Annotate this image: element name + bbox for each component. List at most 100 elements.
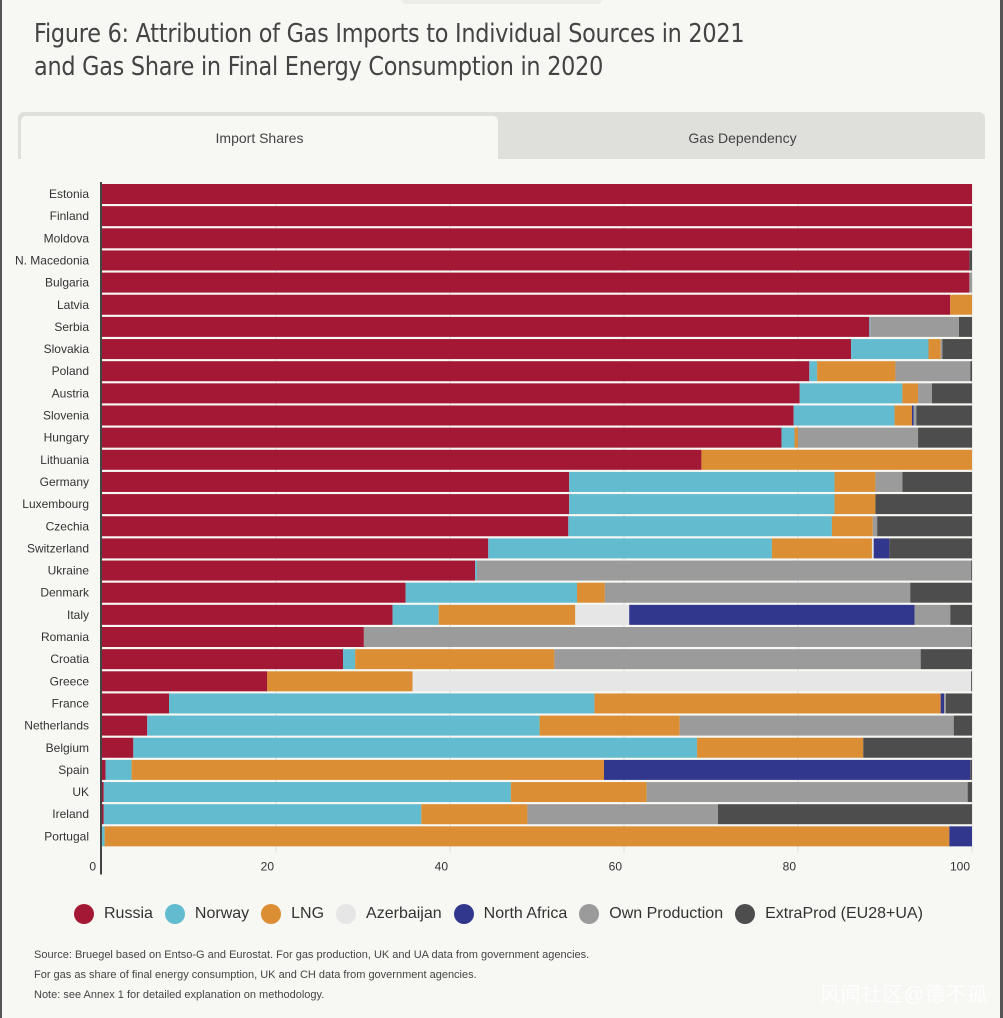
bar-row — [102, 582, 972, 603]
bar-segment — [267, 671, 413, 692]
bar-segment — [831, 516, 873, 537]
bar-segment — [342, 649, 356, 670]
bar-segment — [102, 715, 148, 736]
bar-segment — [875, 471, 903, 492]
bar-segment — [971, 671, 972, 692]
bar-segment — [969, 250, 972, 271]
bar-segment — [701, 449, 972, 470]
stacked-bar-chart: Estonia Finland Moldova N. Macedonia Bulgari… — [15, 182, 973, 875]
bar-segment — [131, 759, 604, 780]
bar-segment — [102, 627, 364, 647]
bar-segment — [875, 494, 972, 515]
figure-title: Figure 6: Attribution of Gas Imports to … — [34, 18, 745, 84]
legend-swatch-icon — [735, 904, 756, 924]
bar-segment — [102, 826, 105, 847]
bar-row — [102, 449, 972, 470]
legend-item[interactable]: Russia — [74, 904, 153, 924]
ch-note: For gas as share of final energy consump… — [34, 969, 477, 981]
bar-row — [102, 494, 972, 515]
bar-segment — [629, 604, 915, 625]
bar-row — [102, 516, 972, 537]
bar-segment — [168, 693, 595, 714]
category-label: Poland — [52, 364, 89, 378]
tab-gas-dependency[interactable]: Gas Dependency — [688, 129, 797, 146]
bar-segment — [102, 759, 106, 780]
bar-row — [102, 316, 972, 337]
bar-segment — [569, 471, 835, 492]
bar-row — [102, 405, 972, 426]
legend-item[interactable]: Azerbaijan — [336, 904, 442, 924]
bar-segment — [793, 405, 895, 426]
bar-segment — [971, 627, 972, 647]
bar-row — [102, 206, 972, 227]
legend: Russia Norway LNG Azerbaijan North Africa Own… — [74, 904, 935, 924]
legend-item[interactable]: ExtraProd (EU28+UA) — [735, 904, 923, 924]
bar-segment — [798, 427, 919, 448]
bar-segment — [102, 649, 343, 670]
bar-segment — [103, 782, 511, 803]
bar-segment — [949, 826, 972, 847]
bar-segment — [794, 427, 798, 448]
notes: Source: Bruegel based on Entso-G and Eur… — [34, 945, 589, 1005]
bar-segment — [969, 272, 972, 293]
bar-segment — [945, 693, 972, 714]
bar-segment — [102, 693, 169, 714]
bar-segment — [102, 272, 970, 293]
bar-segment — [910, 582, 972, 603]
bar-segment — [834, 471, 876, 492]
bar-segment — [102, 560, 476, 581]
category-label: Finland — [50, 209, 89, 223]
bar-segment — [102, 184, 972, 204]
category-label: Netherlands — [24, 719, 89, 733]
bar-row — [102, 361, 972, 382]
category-label: Switzerland — [27, 541, 89, 555]
bar-segment — [102, 316, 870, 337]
tab-import-shares[interactable]: Import Shares — [21, 116, 498, 159]
bar-segment — [863, 737, 972, 758]
category-label: Czechia — [46, 519, 90, 533]
category-label: Latvia — [57, 298, 89, 312]
bar-segment — [554, 649, 921, 670]
bar-segment — [869, 316, 871, 337]
bar-segment — [102, 361, 810, 382]
category-label: Ireland — [52, 807, 89, 821]
bar-segment — [918, 427, 972, 448]
bar-segment — [102, 449, 702, 470]
category-label: Lithuania — [40, 453, 89, 467]
bar-segment — [133, 737, 698, 758]
legend-item[interactable]: LNG — [261, 904, 324, 924]
category-label: Belgium — [46, 741, 89, 755]
legend-label: ExtraProd (EU28+UA) — [765, 905, 923, 922]
legend-label: Azerbaijan — [366, 905, 442, 922]
bar-segment — [871, 538, 874, 559]
bar-segment — [918, 383, 932, 404]
bar-row — [102, 383, 972, 404]
bar-segment — [911, 405, 914, 426]
bar-segment — [594, 693, 941, 714]
bar-segment — [894, 405, 912, 426]
bar-segment — [568, 516, 832, 537]
category-label: Luxembourg — [22, 497, 89, 511]
bar-segment — [412, 671, 972, 692]
legend-item[interactable]: Norway — [164, 904, 249, 924]
category-label: Ukraine — [48, 564, 90, 578]
legend-item[interactable]: North Africa — [453, 904, 568, 924]
bar-segment — [834, 494, 876, 515]
bar-segment — [147, 715, 540, 736]
bar-segment — [902, 383, 919, 404]
legend-swatch-icon — [164, 904, 185, 924]
bar-segment — [102, 604, 393, 625]
bar-segment — [363, 627, 972, 647]
x-tick-label: 40 — [435, 860, 449, 874]
bar-segment — [940, 693, 945, 714]
legend-label: North Africa — [483, 905, 568, 922]
bar-row — [102, 737, 972, 758]
bar-segment — [102, 339, 852, 360]
bar-row — [102, 604, 972, 625]
legend-swatch-icon — [453, 904, 474, 924]
bar-row — [102, 184, 972, 204]
bar-segment — [510, 782, 647, 803]
legend-item[interactable]: Own Production — [579, 904, 723, 924]
bar-segment — [476, 560, 972, 581]
category-label: Croatia — [50, 652, 89, 666]
